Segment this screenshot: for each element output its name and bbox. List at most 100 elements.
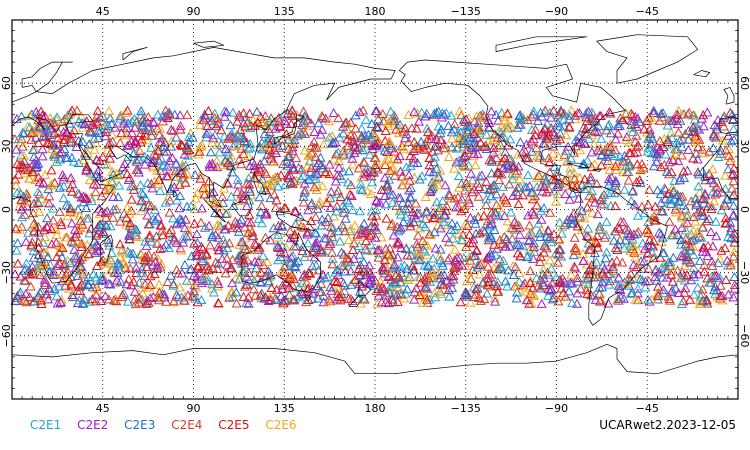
occultation-marker [74, 281, 86, 291]
occultation-marker [115, 276, 126, 286]
graticule [12, 20, 738, 399]
occultation-marker [656, 197, 667, 207]
occultation-marker [520, 152, 531, 162]
occultation-marker [412, 242, 423, 252]
occultation-marker [153, 145, 164, 155]
occultation-marker [55, 154, 66, 164]
occultation-marker [522, 210, 534, 220]
occultation-marker [61, 275, 72, 285]
occultation-marker [720, 145, 731, 155]
occultation-marker [592, 145, 603, 155]
occultation-marker [402, 250, 413, 260]
occultation-marker [534, 228, 545, 238]
occultation-marker [515, 182, 526, 192]
occultation-marker [643, 112, 654, 122]
occultation-marker [348, 136, 359, 146]
occultation-marker [688, 211, 699, 222]
occultation-marker [697, 166, 708, 176]
occultation-marker [461, 144, 473, 154]
occultation-marker [685, 256, 696, 267]
occultation-marker [457, 235, 468, 245]
occultation-marker [236, 267, 247, 278]
occultation-marker [147, 183, 158, 193]
occultation-marker [692, 123, 703, 133]
occultation-marker [677, 134, 688, 144]
occultation-marker [198, 274, 209, 284]
occultation-marker [534, 256, 546, 267]
occultation-marker [168, 280, 179, 290]
occultation-marker [363, 129, 374, 139]
occultation-marker [122, 140, 133, 150]
occultation-marker [408, 210, 420, 220]
lon-tick-label-top: 90 [187, 5, 201, 18]
occultation-marker [369, 216, 380, 226]
occultation-marker [241, 297, 252, 307]
legend-item-c2e6: C2E6 [265, 418, 297, 432]
occultation-marker [184, 230, 195, 240]
occultation-marker [669, 144, 680, 154]
occultation-marker [26, 109, 37, 119]
occultation-marker [100, 127, 112, 137]
occultation-marker [544, 167, 555, 177]
occultation-marker [679, 287, 690, 297]
occultation-marker [310, 212, 321, 222]
occultation-marker [690, 193, 701, 203]
occultation-marker [175, 120, 186, 130]
occultation-marker [496, 264, 507, 274]
occultation-marker [582, 202, 593, 212]
occultation-marker [43, 184, 54, 194]
occultation-marker [596, 160, 607, 170]
occultation-marker [596, 150, 607, 160]
occultation-marker [29, 296, 40, 306]
occultation-marker [435, 286, 446, 296]
occultation-marker [670, 283, 681, 293]
occultation-marker [121, 279, 132, 289]
occultation-marker [657, 232, 668, 242]
occultation-marker [729, 228, 740, 238]
occultation-marker [198, 182, 209, 193]
occultation-marker [265, 235, 276, 245]
lon-tick-label-top: −90 [545, 5, 568, 18]
occultation-marker [78, 191, 89, 201]
occultation-marker [273, 142, 284, 152]
occultation-marker [387, 165, 398, 175]
occultation-marker [470, 160, 481, 170]
occultation-marker [708, 178, 719, 188]
occultation-marker [57, 169, 68, 179]
occultation-marker [696, 232, 707, 242]
occultation-marker [708, 143, 719, 153]
occultation-marker [33, 237, 44, 247]
occultation-marker [211, 221, 222, 231]
occultation-marker [413, 230, 424, 240]
occultation-marker [338, 200, 349, 210]
occultation-marker [579, 213, 590, 223]
occultation-marker [146, 236, 157, 246]
occultation-marker [135, 248, 146, 258]
occultation-marker [113, 260, 124, 270]
occultation-marker [143, 297, 154, 307]
occultation-marker [187, 132, 198, 142]
occultation-marker [279, 108, 290, 119]
occultation-marker [343, 140, 354, 150]
occultation-marker [595, 143, 606, 153]
occultation-marker [629, 199, 640, 209]
occultation-marker [564, 110, 575, 120]
occultation-marker [338, 261, 349, 271]
occultation-marker [467, 175, 478, 185]
occultation-marker [423, 261, 434, 271]
occultation-marker [280, 270, 291, 280]
occultation-marker [330, 137, 341, 147]
occultation-marker [94, 172, 105, 182]
occultation-marker [167, 213, 179, 223]
occultation-marker [521, 294, 532, 305]
occultation-marker [14, 224, 25, 234]
occultation-marker [490, 207, 501, 217]
occultation-marker [407, 207, 419, 217]
occultation-marker [129, 114, 140, 124]
occultation-marker [717, 135, 729, 145]
occultation-marker [707, 260, 718, 270]
occultation-marker [558, 288, 569, 298]
occultation-marker [618, 217, 629, 227]
occultation-marker [696, 206, 708, 216]
